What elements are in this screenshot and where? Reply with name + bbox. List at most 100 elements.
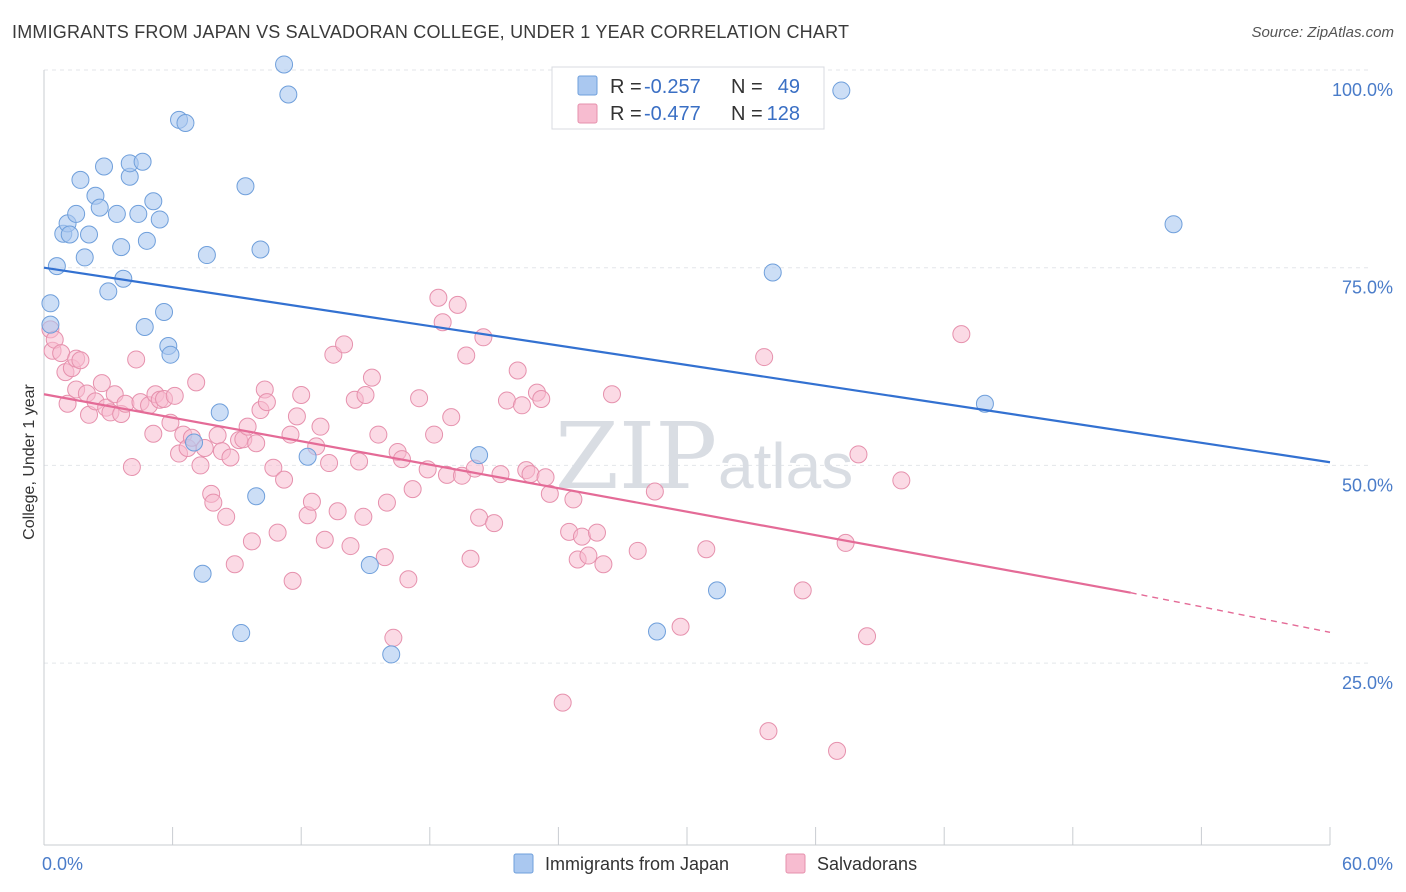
- japan-point: [1164, 215, 1183, 234]
- salvadoran-point: [127, 350, 146, 369]
- salvadoran-point: [362, 368, 381, 387]
- japan-point: [75, 248, 94, 267]
- salvadoran-point: [369, 425, 388, 444]
- salvadoran-point: [92, 374, 111, 393]
- japan-point: [382, 645, 401, 664]
- watermark-atlas: atlas: [718, 430, 853, 502]
- salvadoran-point: [602, 385, 621, 404]
- salvadoran-point: [165, 386, 184, 405]
- salvadoran-point: [122, 457, 141, 476]
- japan-point: [41, 294, 60, 313]
- salvadoran-point: [755, 348, 774, 367]
- salvadoran-point: [242, 532, 261, 551]
- japan-point: [129, 204, 148, 223]
- salvadoran-point: [257, 393, 276, 412]
- japan-point: [80, 225, 99, 244]
- japan-point: [193, 564, 212, 583]
- salvadoran-point: [457, 346, 476, 365]
- salvadoran-point: [221, 448, 240, 467]
- salvadoran-point: [793, 581, 812, 600]
- salvadoran-point: [628, 541, 647, 560]
- japan-point: [763, 263, 782, 282]
- legend-n-label-japan: N =: [731, 76, 763, 98]
- salvadoran-point: [247, 434, 266, 453]
- y-tick-label-2: 75.0%: [1342, 278, 1393, 298]
- salvadoran-point: [187, 373, 206, 392]
- salvadoran-point: [474, 328, 493, 347]
- salvadoran-point: [429, 288, 448, 307]
- x-tick-label-1: 60.0%: [1342, 854, 1393, 874]
- japan-point: [133, 152, 152, 171]
- salvadoran-point: [384, 628, 403, 647]
- y-tick-label-1: 50.0%: [1342, 475, 1393, 495]
- japan-point: [137, 231, 156, 250]
- japan-point: [247, 487, 266, 506]
- japan-point: [197, 246, 216, 265]
- japan-point: [176, 113, 195, 132]
- salvadoran-point: [892, 471, 911, 490]
- japan-point: [832, 81, 851, 100]
- salvadoran-point: [410, 389, 429, 408]
- japan-point: [71, 170, 90, 189]
- japan-trendline: [43, 266, 1331, 464]
- salvadoran-point: [217, 507, 236, 526]
- source-label: Source: ZipAtlas.com: [1251, 24, 1394, 41]
- japan-point: [67, 204, 86, 223]
- japan-point: [279, 85, 298, 104]
- salvadoran-point: [536, 468, 555, 487]
- legend: R = -0.257 N = 49 R = -0.477 N = 128: [551, 66, 825, 130]
- japan-point: [144, 192, 163, 211]
- salvadoran-point: [287, 407, 306, 426]
- japan-points: [41, 55, 1183, 664]
- salvadoran-point: [485, 514, 504, 533]
- japan-point: [647, 622, 666, 641]
- salvadoran-point: [403, 480, 422, 499]
- salvadoran-point: [264, 458, 283, 477]
- salvadoran-point: [208, 426, 227, 445]
- legend-swatch-salvadoran: [577, 103, 598, 124]
- salvadoran-point: [540, 484, 559, 503]
- salvadoran-point: [302, 492, 321, 511]
- salvadoran-point: [425, 425, 444, 444]
- legend-r-value-salvadoran: -0.477: [644, 103, 701, 125]
- salvadoran-point: [341, 537, 360, 556]
- bottom-legend-label-salvadoran: Salvadorans: [817, 854, 917, 874]
- salvadoran-point: [858, 627, 877, 646]
- japan-point: [470, 446, 489, 465]
- salvadoran-point: [275, 470, 294, 489]
- japan-point: [708, 581, 727, 600]
- legend-swatch-japan: [577, 75, 598, 96]
- legend-n-value-japan: 49: [778, 76, 800, 98]
- salvadoran-point: [645, 482, 664, 501]
- salvadoran-point: [564, 490, 583, 509]
- japan-point: [975, 394, 994, 413]
- salvadoran-point: [579, 546, 598, 565]
- salvadoran-point: [952, 325, 971, 344]
- salvadoran-point: [828, 741, 847, 760]
- y-tick-labels: 25.0% 50.0% 75.0% 100.0%: [1332, 80, 1393, 693]
- japan-point: [41, 315, 60, 334]
- salvadoran-point: [350, 452, 369, 471]
- japan-point: [60, 225, 79, 244]
- legend-r-label-salvadoran: R =: [610, 103, 642, 125]
- legend-n-value-salvadoran: 128: [767, 103, 800, 125]
- japan-point: [99, 282, 118, 301]
- salvadoran-point: [836, 533, 855, 552]
- japan-point: [251, 240, 270, 259]
- watermark: ZIP atlas: [555, 403, 853, 510]
- bottom-legend: Immigrants from Japan Salvadorans: [513, 853, 917, 874]
- salvadoran-point: [71, 351, 90, 370]
- salvadoran-point: [356, 386, 375, 405]
- salvadoran-point: [268, 523, 287, 542]
- salvadoran-point: [191, 456, 210, 475]
- salvadoran-point: [225, 555, 244, 574]
- salvadoran-point: [594, 555, 613, 574]
- salvadoran-point: [315, 530, 334, 549]
- salvadoran-point: [448, 295, 467, 314]
- japan-point: [155, 302, 174, 321]
- salvadoran-point: [328, 502, 347, 521]
- salvadoran-point: [759, 722, 778, 741]
- salvadoran-point: [587, 523, 606, 542]
- x-tick-label-0: 0.0%: [42, 854, 83, 874]
